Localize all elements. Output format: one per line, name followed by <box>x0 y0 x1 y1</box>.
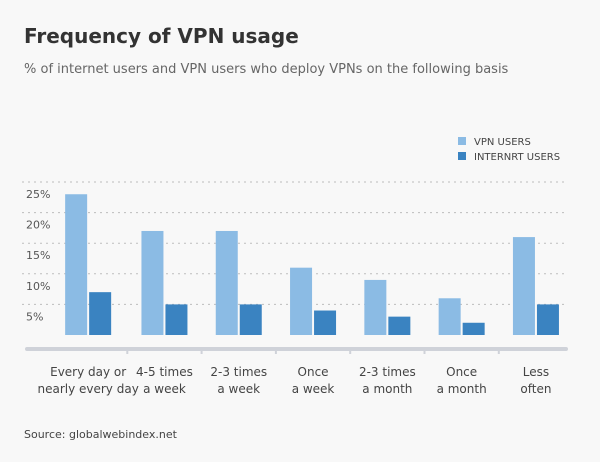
x-axis-tick <box>423 349 426 354</box>
chart-subtitle: % of internet users and VPN users who de… <box>24 62 509 77</box>
y-tick-label: 25% <box>26 188 50 201</box>
source-note: Source: globalwebindex.net <box>24 428 177 441</box>
x-axis-tick <box>349 349 352 354</box>
x-tick-label: Once <box>298 365 329 379</box>
bar-internet-users <box>462 322 485 335</box>
x-axis-tick <box>497 349 500 354</box>
x-axis-tick <box>126 349 129 354</box>
bar-vpn-users <box>141 230 164 335</box>
x-axis-tick <box>274 349 277 354</box>
bar-internet-users <box>239 304 262 335</box>
bar-internet-users <box>536 304 559 335</box>
x-tick-label: nearly every day <box>37 382 138 396</box>
x-tick-label: 4-5 times <box>136 365 193 379</box>
x-axis-line <box>25 347 568 351</box>
bar-vpn-users <box>65 194 88 335</box>
x-tick-label: Less <box>523 365 549 379</box>
y-tick-label: 20% <box>26 219 50 232</box>
x-tick-label: a week <box>292 382 335 396</box>
legend-swatch <box>458 137 466 145</box>
y-tick-label: 5% <box>26 310 43 323</box>
x-tick-label: a week <box>217 382 260 396</box>
chart-title: Frequency of VPN usage <box>24 24 299 48</box>
bar-internet-users <box>165 304 188 335</box>
bar-vpn-users <box>512 237 535 335</box>
bar-vpn-users <box>438 298 461 335</box>
x-tick-label: 2-3 times <box>210 365 267 379</box>
bar-internet-users <box>314 310 337 335</box>
x-tick-label: a week <box>143 382 186 396</box>
legend-label: INTERNRT USERS <box>474 152 560 163</box>
x-tick-label: a month <box>362 382 412 396</box>
y-tick-label: 10% <box>26 280 50 293</box>
bar-vpn-users <box>290 267 313 335</box>
bar-vpn-users <box>215 230 238 335</box>
x-tick-label: a month <box>437 382 487 396</box>
x-axis-tick <box>200 349 203 354</box>
x-tick-label: Once <box>446 365 477 379</box>
y-tick-label: 15% <box>26 249 50 262</box>
bar-vpn-users <box>364 279 387 335</box>
x-tick-label: 2-3 times <box>359 365 416 379</box>
bar-internet-users <box>388 316 411 335</box>
legend-label: VPN USERS <box>474 137 531 148</box>
bar-internet-users <box>89 292 112 335</box>
x-tick-label: Every day or <box>50 365 126 379</box>
legend-swatch <box>458 152 466 160</box>
x-tick-label: often <box>520 382 551 396</box>
